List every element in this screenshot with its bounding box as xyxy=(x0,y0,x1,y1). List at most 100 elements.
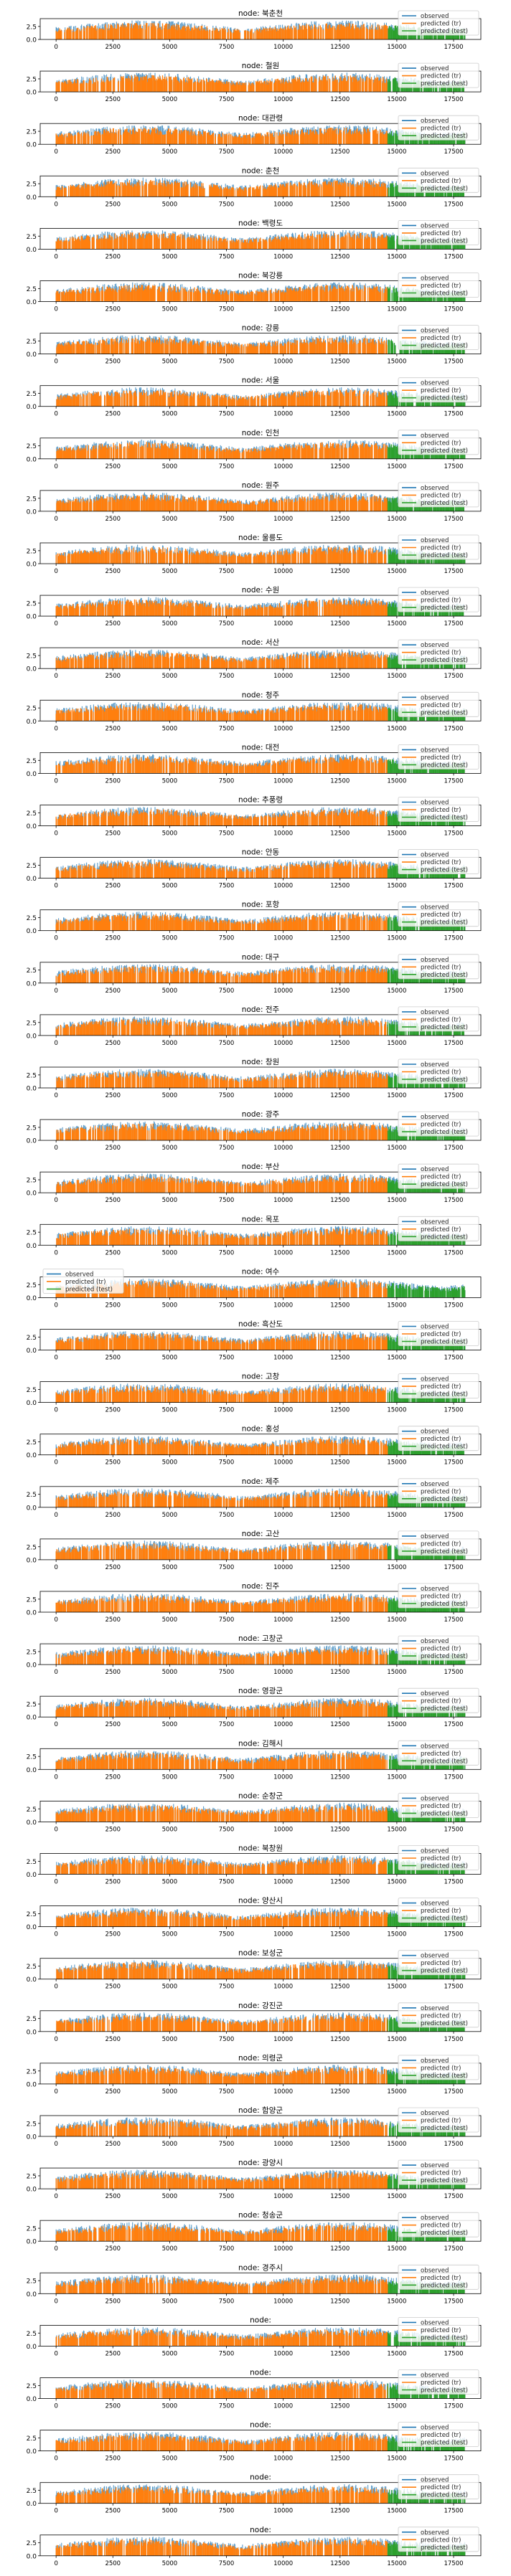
x-tick-label: 0 xyxy=(54,1826,57,1833)
x-tick-label: 2500 xyxy=(105,1616,121,1624)
legend-label: predicted (tr) xyxy=(421,21,461,28)
x-tick-label: 10000 xyxy=(273,411,293,418)
series-predicted-tr xyxy=(55,1018,388,1036)
x-tick-label: 10000 xyxy=(273,1879,293,1886)
x-tick-label: 0 xyxy=(54,1669,57,1676)
x-tick-label: 2500 xyxy=(105,306,121,313)
axes-frame xyxy=(39,1958,482,1980)
legend-label: observed xyxy=(421,904,449,911)
x-tick-label: 5000 xyxy=(162,201,178,208)
x-tick-label: 10000 xyxy=(273,2088,293,2096)
x-tick-label: 2500 xyxy=(105,1092,121,1099)
x-tick-label: 17500 xyxy=(444,1512,463,1519)
y-tick-label: 2.5 xyxy=(27,1124,37,1132)
y-tick-label: 0.0 xyxy=(27,823,37,830)
legend-label: predicted (test) xyxy=(421,1444,468,1451)
x-tick-label: 2500 xyxy=(105,1774,121,1781)
legend-label: observed xyxy=(421,1586,449,1593)
x-tick-label: 17500 xyxy=(444,1197,463,1204)
x-tick-label: 15000 xyxy=(387,359,406,366)
x-tick-label: 0 xyxy=(54,2508,57,2515)
legend-label: predicted (tr) xyxy=(421,1226,461,1233)
legend-label: predicted (tr) xyxy=(421,1751,461,1758)
x-tick-label: 17500 xyxy=(444,2088,463,2096)
panel-title: node: 의령군 xyxy=(238,2054,283,2063)
legend-label: predicted (test) xyxy=(65,1286,113,1293)
x-tick-label: 12500 xyxy=(330,306,350,313)
x-tick-label: 10000 xyxy=(273,1826,293,1833)
x-tick-label: 5000 xyxy=(162,1669,178,1676)
x-tick-label: 2500 xyxy=(105,2088,121,2096)
x-tick-label: 0 xyxy=(54,516,57,523)
x-tick-label: 5000 xyxy=(162,568,178,575)
x-tick-label: 7500 xyxy=(219,1459,235,1467)
x-tick-label: 15000 xyxy=(387,253,406,260)
x-tick-label: 0 xyxy=(54,1145,57,1152)
legend-label: predicted (tr) xyxy=(421,2170,461,2177)
x-tick-label: 7500 xyxy=(219,935,235,942)
y-tick-label: 2.5 xyxy=(27,2331,37,2338)
legend-label: predicted (test) xyxy=(421,2334,468,2341)
axes-frame xyxy=(39,385,482,407)
x-tick-label: 2500 xyxy=(105,777,121,785)
x-tick-label: 12500 xyxy=(330,2403,350,2410)
series-predicted-tr xyxy=(55,1647,388,1665)
y-tick-label: 2.5 xyxy=(27,286,37,293)
x-tick-label: 5000 xyxy=(162,2036,178,2043)
x-tick-label: 15000 xyxy=(387,2403,406,2410)
x-tick-label: 5000 xyxy=(162,2403,178,2410)
x-tick-label: 12500 xyxy=(330,568,350,575)
x-tick-label: 17500 xyxy=(444,2456,463,2463)
x-tick-label: 15000 xyxy=(387,96,406,103)
x-tick-label: 17500 xyxy=(444,725,463,732)
x-tick-label: 0 xyxy=(54,1197,57,1204)
x-tick-label: 5000 xyxy=(162,1355,178,1362)
x-tick-label: 7500 xyxy=(219,1092,235,1099)
legend-label: observed xyxy=(421,118,449,125)
y-tick-label: 2.5 xyxy=(27,1492,37,1499)
x-tick-label: 5000 xyxy=(162,935,178,942)
x-tick-label: 10000 xyxy=(273,1984,293,1991)
panel-title: node: 서울 xyxy=(242,377,280,385)
x-tick-label: 12500 xyxy=(330,1931,350,1938)
legend-label: observed xyxy=(421,1481,449,1488)
x-tick-label: 0 xyxy=(54,935,57,942)
x-tick-label: 17500 xyxy=(444,1459,463,1467)
legend-label: predicted (tr) xyxy=(421,1855,461,1862)
x-tick-label: 10000 xyxy=(273,673,293,680)
panel-title: node: 추풍령 xyxy=(238,796,283,805)
axes-frame xyxy=(39,805,482,826)
x-tick-label: 2500 xyxy=(105,201,121,208)
axes-frame xyxy=(39,1434,482,1456)
y-tick-label: 0.0 xyxy=(27,1452,37,1459)
x-tick-label: 2500 xyxy=(105,2508,121,2515)
x-tick-label: 0 xyxy=(54,1407,57,1414)
x-tick-label: 17500 xyxy=(444,201,463,208)
x-tick-label: 15000 xyxy=(387,725,406,732)
x-tick-label: 2500 xyxy=(105,1564,121,1571)
panel-12: node: 수원 0.0 2.5 0 2500 5000 7500 10000 12500 150… xyxy=(27,586,482,628)
y-tick-label: 2.5 xyxy=(27,1072,37,1079)
legend-label: observed xyxy=(421,380,449,387)
panel-25: node: 여수 0.0 2.5 0 2500 5000 7500 10000 12500 150… xyxy=(27,1267,482,1309)
x-tick-label: 2500 xyxy=(105,411,121,418)
panel-24: node: 목포 0.0 2.5 0 2500 5000 7500 10000 12500 150… xyxy=(27,1215,482,1256)
panel-47: node: 0.0 2.5 0 2500 5000 7500 10000 12500 15000… xyxy=(27,2421,482,2463)
series-predicted-tr xyxy=(55,1543,388,1560)
x-tick-label: 7500 xyxy=(219,253,235,260)
y-tick-label: 2.5 xyxy=(27,2435,37,2443)
x-tick-label: 5000 xyxy=(162,1616,178,1624)
axes-frame xyxy=(39,1853,482,1875)
legend-label: predicted (tr) xyxy=(421,650,461,657)
legend-label: observed xyxy=(421,485,449,492)
series-predicted-tr xyxy=(56,494,388,511)
x-tick-label: 17500 xyxy=(444,830,463,838)
legend-label: predicted (test) xyxy=(421,762,468,769)
series-predicted-tr xyxy=(55,2486,388,2504)
